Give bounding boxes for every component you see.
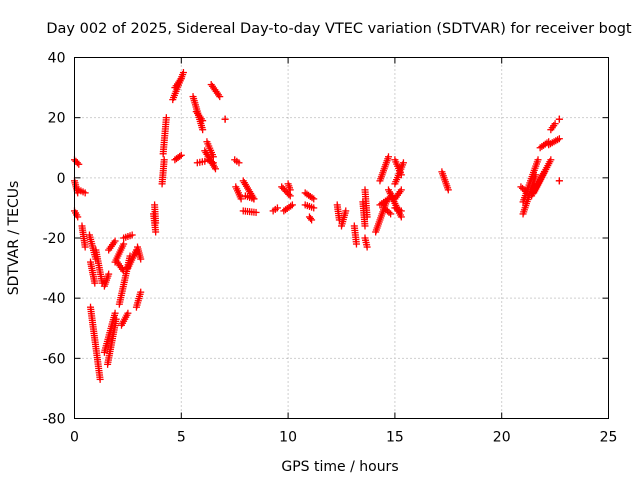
data-point bbox=[137, 255, 145, 263]
data-point bbox=[380, 204, 388, 212]
data-point bbox=[199, 117, 207, 125]
x-tick-labels: 0 5 10 15 20 25 bbox=[70, 430, 617, 446]
x-tick-label: 0 bbox=[70, 430, 79, 446]
data-point bbox=[162, 114, 170, 122]
data-point bbox=[237, 195, 245, 203]
grid-lines bbox=[74, 57, 609, 419]
data-point bbox=[74, 213, 82, 221]
data-point bbox=[383, 207, 391, 215]
data-point bbox=[96, 375, 104, 383]
data-point bbox=[91, 279, 99, 287]
data-point bbox=[211, 165, 219, 173]
data-point bbox=[235, 159, 243, 167]
data-point bbox=[551, 120, 559, 128]
data-points bbox=[71, 69, 563, 383]
data-point bbox=[73, 159, 81, 167]
data-point bbox=[363, 243, 371, 251]
plot-frame bbox=[74, 57, 609, 419]
data-point bbox=[128, 231, 136, 239]
x-tick-label: 25 bbox=[600, 430, 618, 446]
data-point bbox=[288, 201, 296, 209]
data-point bbox=[397, 213, 405, 221]
x-tick-label: 20 bbox=[493, 430, 511, 446]
data-point bbox=[176, 152, 184, 160]
data-point bbox=[310, 204, 318, 212]
data-point bbox=[382, 205, 390, 213]
data-point bbox=[397, 171, 405, 179]
data-point bbox=[160, 156, 168, 164]
data-point bbox=[286, 192, 294, 200]
data-point bbox=[286, 186, 294, 194]
data-point bbox=[444, 186, 452, 194]
data-point bbox=[534, 156, 542, 164]
data-point bbox=[397, 207, 405, 215]
data-point bbox=[177, 75, 185, 83]
data-point bbox=[385, 208, 393, 216]
data-point bbox=[81, 189, 89, 197]
y-tick-labels: -80 -60 -40 -20 0 20 40 bbox=[43, 51, 66, 428]
data-point bbox=[252, 208, 260, 216]
data-point bbox=[111, 309, 119, 317]
data-point bbox=[547, 156, 555, 164]
data-point bbox=[555, 115, 563, 123]
data-point bbox=[137, 288, 145, 296]
data-point bbox=[209, 159, 217, 167]
y-tick-label: 0 bbox=[57, 171, 66, 187]
data-point bbox=[361, 222, 369, 230]
y-tick-label: -60 bbox=[43, 351, 66, 367]
data-point bbox=[75, 160, 83, 168]
data-point bbox=[517, 183, 525, 191]
data-point bbox=[152, 219, 160, 227]
data-point bbox=[555, 177, 563, 185]
data-point bbox=[285, 190, 293, 198]
data-point bbox=[384, 153, 392, 161]
data-point bbox=[105, 270, 113, 278]
data-point bbox=[221, 115, 229, 123]
y-tick-label: 40 bbox=[48, 51, 66, 67]
data-point bbox=[310, 195, 318, 203]
data-point bbox=[250, 195, 258, 203]
data-point bbox=[112, 315, 120, 323]
x-tick-label: 5 bbox=[177, 430, 186, 446]
y-tick-label: -20 bbox=[43, 231, 66, 247]
data-point bbox=[177, 151, 185, 159]
chart-title: Day 002 of 2025, Sidereal Day-to-day VTE… bbox=[46, 21, 632, 37]
data-point bbox=[120, 240, 128, 248]
data-point bbox=[81, 243, 89, 251]
data-point bbox=[519, 184, 527, 192]
y-tick-label: 20 bbox=[48, 111, 66, 127]
y-tick-label: -40 bbox=[43, 291, 66, 307]
data-point bbox=[124, 309, 132, 317]
x-tick-label: 10 bbox=[279, 430, 297, 446]
data-point bbox=[399, 159, 407, 167]
data-point bbox=[352, 240, 360, 248]
data-point bbox=[307, 214, 315, 222]
data-point bbox=[111, 237, 119, 245]
data-point bbox=[199, 126, 207, 134]
data-point bbox=[397, 186, 405, 194]
data-point bbox=[555, 135, 563, 143]
data-point bbox=[273, 204, 281, 212]
data-point bbox=[308, 216, 316, 224]
data-point bbox=[152, 228, 160, 236]
data-point bbox=[363, 213, 371, 221]
y-axis-label: SDTVAR / TECUs bbox=[6, 181, 22, 296]
data-point bbox=[342, 207, 350, 215]
data-point bbox=[216, 93, 224, 101]
x-tick-label: 15 bbox=[386, 430, 404, 446]
x-axis-label: GPS time / hours bbox=[281, 459, 398, 475]
data-point bbox=[387, 210, 395, 218]
y-tick-label: -80 bbox=[43, 412, 66, 428]
data-point bbox=[179, 69, 187, 77]
data-point bbox=[209, 153, 217, 161]
